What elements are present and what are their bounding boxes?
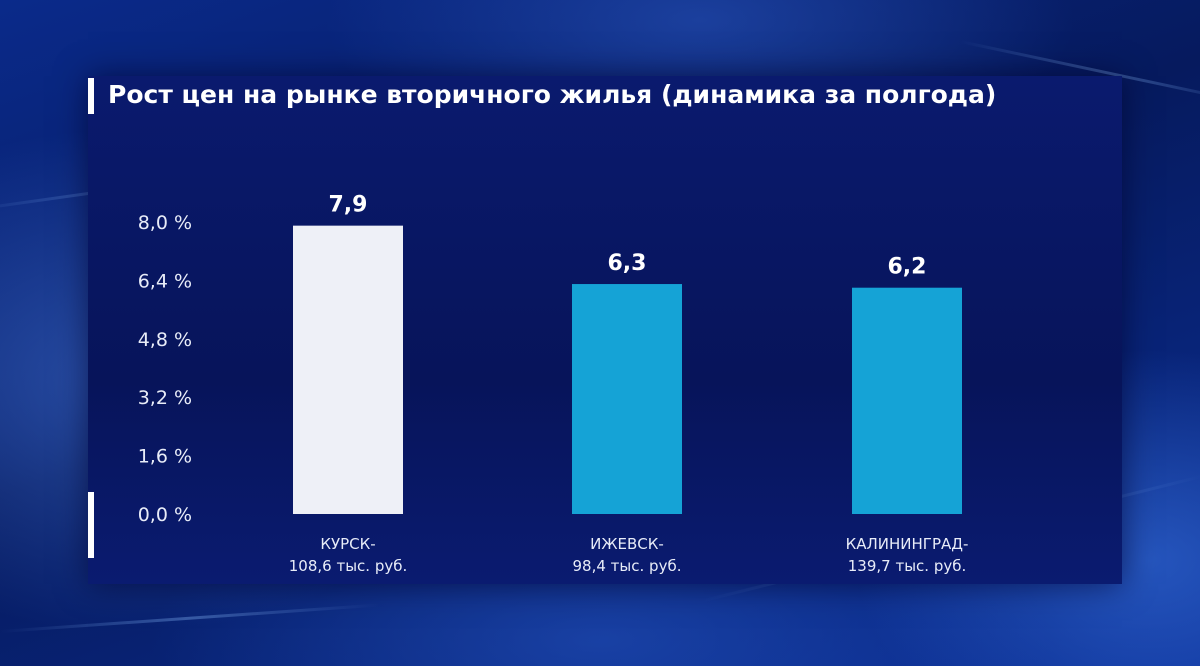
y-tick-label: 1,6 % xyxy=(138,446,192,468)
value-label: 7,9 xyxy=(329,193,368,218)
value-label: 6,2 xyxy=(888,255,927,280)
bars xyxy=(293,225,962,514)
bar xyxy=(852,287,962,514)
y-tick-label: 3,2 % xyxy=(138,387,192,409)
y-tick-label: 0,0 % xyxy=(138,504,192,526)
y-tick-label: 8,0 % xyxy=(138,212,192,234)
bottom-accent-bar xyxy=(88,492,94,558)
title-accent-bar xyxy=(88,78,94,114)
y-axis-ticks: 0,0 % 1,6 % 3,2 % 4,8 % 6,4 % 8,0 % xyxy=(138,212,192,526)
bar xyxy=(293,225,403,514)
category-labels: КУРСК- 108,6 тыс. руб. ИЖЕВСК- 98,4 тыс. ру… xyxy=(289,535,969,575)
category-label: 98,4 тыс. руб. xyxy=(573,557,682,575)
bar xyxy=(572,284,682,514)
category-label: ИЖЕВСК- xyxy=(590,535,664,553)
y-tick-label: 6,4 % xyxy=(138,270,192,292)
category-label: 139,7 тыс. руб. xyxy=(848,557,967,575)
category-label: 108,6 тыс. руб. xyxy=(289,557,408,575)
y-tick-label: 4,8 % xyxy=(138,329,192,351)
value-labels: 7,9 6,3 6,2 xyxy=(329,193,927,280)
category-label: КАЛИНИНГРАД- xyxy=(846,535,969,553)
value-label: 6,3 xyxy=(608,251,647,276)
chart-title: Рост цен на рынке вторичного жилья (дина… xyxy=(108,80,997,109)
category-label: КУРСК- xyxy=(320,535,375,553)
